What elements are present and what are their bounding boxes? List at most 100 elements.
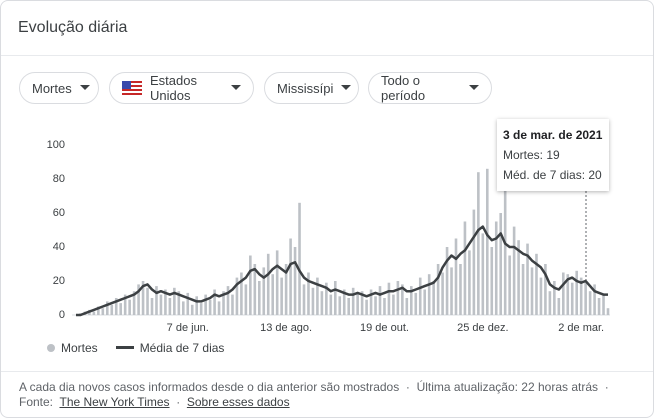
- divider: [1, 371, 653, 372]
- bar: [217, 301, 221, 315]
- bar: [190, 304, 194, 315]
- bar: [173, 287, 176, 315]
- bar: [503, 182, 507, 315]
- filter-chip[interactable]: Mortes: [19, 72, 99, 104]
- bar: [333, 281, 337, 315]
- bar: [150, 298, 154, 315]
- bar: [137, 284, 140, 315]
- bar: [392, 294, 395, 315]
- bar: [208, 299, 212, 315]
- bar: [213, 289, 216, 315]
- legend-swatch: [47, 344, 55, 352]
- y-tick-label: 40: [53, 241, 65, 253]
- bar: [235, 277, 239, 315]
- x-tick-label: 13 de ago.: [260, 322, 312, 334]
- bar: [490, 247, 494, 315]
- bar: [253, 264, 257, 315]
- bar: [181, 301, 185, 315]
- bar: [342, 289, 346, 315]
- bar: [186, 292, 190, 315]
- legend-label: Média de 7 dias: [139, 341, 225, 355]
- bar: [584, 282, 587, 315]
- bar: [441, 272, 444, 315]
- dropdown-arrow: [469, 85, 479, 90]
- legend-item[interactable]: Mortes: [47, 341, 98, 355]
- bar: [105, 301, 109, 315]
- bar: [231, 294, 234, 315]
- divider: [1, 55, 653, 56]
- bar: [289, 238, 292, 315]
- bar: [119, 303, 123, 315]
- about-link[interactable]: Sobre esses dados: [186, 395, 290, 409]
- footer-updated: Última atualização: 22 horas atrás: [416, 380, 599, 394]
- bar: [114, 298, 118, 315]
- bar: [307, 272, 310, 315]
- bar: [423, 289, 427, 315]
- legend-item[interactable]: Média de 7 dias: [115, 341, 225, 355]
- bar: [570, 282, 574, 315]
- bar: [155, 286, 158, 315]
- bar: [539, 277, 543, 315]
- y-tick-label: 0: [59, 309, 65, 321]
- bar: [284, 264, 288, 315]
- bar: [579, 277, 583, 315]
- legend-label: Mortes: [61, 341, 98, 355]
- bar: [195, 296, 199, 315]
- bar: [405, 298, 409, 315]
- bar: [575, 270, 579, 315]
- y-tick-label: 20: [53, 275, 65, 287]
- bar: [316, 277, 319, 315]
- x-tick-label: 7 de jun.: [167, 322, 209, 334]
- dropdown-arrow: [79, 85, 90, 90]
- bar: [553, 281, 556, 315]
- bar: [164, 289, 167, 315]
- bar: [414, 292, 418, 315]
- bar: [325, 282, 328, 315]
- x-tick-label: 19 de out.: [360, 322, 409, 334]
- separator: ·: [604, 380, 609, 394]
- bar: [597, 298, 601, 315]
- y-tick-label: 80: [53, 173, 65, 185]
- bar: [356, 294, 359, 315]
- bar: [168, 298, 172, 315]
- bar: [499, 213, 503, 315]
- bar: [123, 294, 127, 315]
- filter-chip[interactable]: Todo o período: [368, 72, 492, 104]
- bar: [97, 306, 100, 315]
- chip-label: Mortes: [32, 80, 72, 96]
- source-link[interactable]: The New York Times: [59, 395, 170, 409]
- flag-icon: [122, 81, 142, 95]
- bar: [566, 274, 570, 315]
- bar: [508, 255, 511, 315]
- footer-line: A cada dia novos casos informados desde …: [19, 380, 609, 394]
- separator: ·: [176, 395, 181, 409]
- bar: [602, 294, 605, 315]
- bar: [593, 284, 596, 315]
- bar: [110, 304, 114, 315]
- bar: [159, 294, 163, 315]
- bar: [369, 289, 373, 315]
- bar: [320, 291, 324, 315]
- bar: [347, 298, 351, 315]
- bar: [302, 284, 306, 315]
- bar: [365, 299, 368, 315]
- bar: [280, 277, 283, 315]
- avg-line: [76, 225, 608, 317]
- tooltip-line: Mortes: 19: [503, 148, 560, 162]
- bar: [271, 274, 275, 315]
- bar: [101, 308, 105, 315]
- bar: [92, 311, 96, 315]
- bar: [477, 172, 480, 315]
- filter-chip[interactable]: Estados Unidos: [109, 72, 254, 104]
- bar: [146, 287, 149, 315]
- filter-chip[interactable]: Mississípi: [264, 72, 359, 104]
- bar: [494, 221, 498, 315]
- bar: [557, 298, 561, 315]
- bar: [383, 298, 386, 315]
- bar: [561, 272, 565, 315]
- bar: [468, 250, 471, 315]
- bar: [204, 294, 207, 315]
- legend: Mortes Média de 7 dias: [47, 341, 224, 355]
- footer-note: A cada dia novos casos informados desde …: [19, 380, 400, 394]
